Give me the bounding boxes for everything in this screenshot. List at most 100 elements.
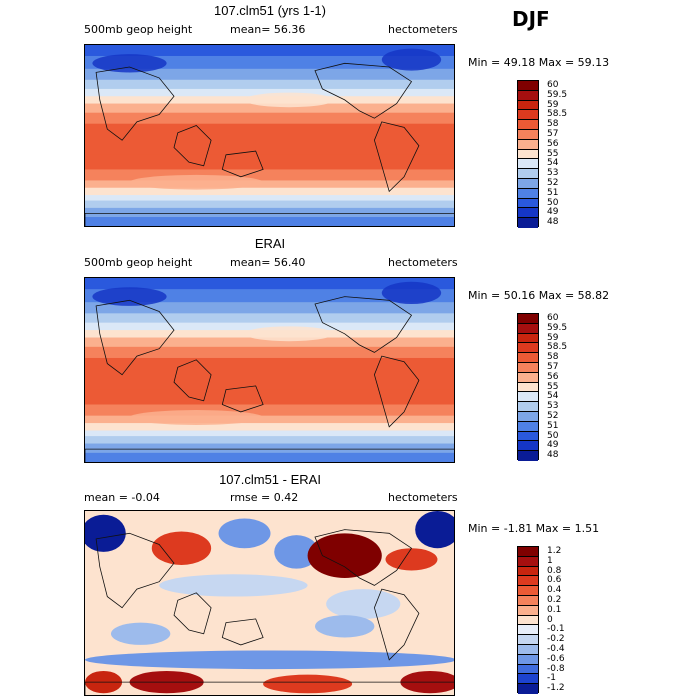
- colorbar-swatch: [518, 353, 538, 363]
- field-blob: [92, 54, 167, 73]
- coastline: [95, 532, 175, 609]
- field-band: [85, 79, 454, 90]
- field-anomaly: [326, 589, 401, 619]
- colorbar-tick-label: 55: [547, 148, 559, 159]
- field-band: [85, 187, 454, 197]
- colorbar-tick-label: 0.4: [547, 585, 562, 596]
- field-anomaly: [151, 531, 212, 565]
- coastline: [373, 121, 420, 193]
- colorbar-swatch: [518, 362, 538, 373]
- colorbar-swatch: [518, 314, 538, 324]
- field-band: [85, 55, 454, 70]
- colorbar-swatch: [518, 392, 538, 403]
- colorbar-tick-label: 59.5: [547, 89, 568, 100]
- field-band: [85, 322, 454, 332]
- panel-1-minmax: Min = 49.18 Max = 59.13: [468, 56, 610, 69]
- field-band: [85, 103, 454, 114]
- colorbar-swatch: [518, 421, 538, 432]
- colorbar-tick-label: 0.8: [547, 565, 562, 576]
- coastline: [221, 150, 264, 178]
- colorbar-tick-label: 49: [547, 207, 559, 218]
- panel-1-mean-label: mean= 56.36: [230, 23, 306, 36]
- colorbar-tick-label: 53: [547, 401, 559, 412]
- coastline: [314, 529, 413, 586]
- colorbar-tick-label: -0.1: [547, 624, 565, 635]
- field-band: [85, 180, 454, 189]
- colorbar-swatch: [518, 431, 538, 442]
- field-band: [85, 389, 454, 406]
- colorbar-tick-label: 59: [547, 332, 559, 343]
- colorbar-swatch: [518, 664, 538, 675]
- field-band: [85, 207, 454, 219]
- panel-3-title: 107.clm51 - ERAI: [219, 472, 321, 487]
- colorbar-swatch: [518, 576, 538, 587]
- colorbar-tick-label: 52: [547, 178, 559, 188]
- field-anomaly: [307, 533, 382, 578]
- field-anomaly: [85, 514, 126, 552]
- colorbar-tick-label: 0: [547, 614, 553, 625]
- field-band: [85, 112, 454, 125]
- colorbar-swatch: [518, 100, 538, 111]
- coastline: [85, 212, 454, 226]
- colorbar-swatch: [518, 595, 538, 606]
- colorbar-tick-label: 1: [547, 555, 553, 566]
- coastline: [173, 592, 212, 635]
- field-blob: [129, 410, 264, 425]
- panel-1-title: 107.clm51 (yrs 1-1): [214, 3, 326, 18]
- colorbar-swatch: [518, 566, 538, 577]
- coastline: [95, 66, 175, 141]
- field-band: [85, 217, 454, 226]
- coastline: [221, 385, 264, 413]
- colorbar-tick-label: 50: [547, 197, 559, 208]
- field-band: [85, 430, 454, 438]
- colorbar-tick-label: 0.6: [547, 575, 562, 586]
- field-band: [85, 200, 454, 209]
- panel-1-map: [84, 44, 455, 227]
- panel-3-minmax: Min = -1.81 Max = 1.51: [468, 522, 600, 535]
- field-anomaly: [159, 574, 308, 597]
- panel-2-units-label: hectometers: [388, 256, 458, 269]
- colorbar-tick-label: 50: [547, 430, 559, 441]
- colorbar-swatch: [518, 208, 538, 219]
- coastline: [85, 681, 454, 695]
- field-anomaly: [110, 622, 171, 645]
- colorbar-swatch: [518, 81, 538, 91]
- field-band: [85, 436, 454, 445]
- colorbar-swatch: [518, 674, 538, 685]
- panel-1-units-label: hectometers: [388, 23, 458, 36]
- colorbar-tick-label: -1.2: [547, 683, 565, 694]
- field-band: [85, 123, 454, 156]
- field-blob: [244, 92, 334, 108]
- colorbar-tick-label: 58.5: [547, 109, 568, 120]
- field-anomaly: [315, 615, 375, 638]
- colorbar-swatch: [518, 615, 538, 626]
- colorbar-swatch: [518, 382, 538, 393]
- field-band: [85, 278, 454, 291]
- panel-1-field: [85, 45, 454, 226]
- field-blob: [244, 326, 334, 342]
- colorbar-tick-label: 58: [547, 352, 559, 363]
- panel-2-colorbar: [517, 313, 539, 461]
- colorbar-swatch: [518, 139, 538, 150]
- field-blob: [381, 48, 442, 71]
- colorbar-swatch: [518, 188, 538, 199]
- colorbar-tick-label: 0.1: [547, 604, 562, 615]
- colorbar-swatch: [518, 198, 538, 209]
- field-band: [85, 45, 454, 57]
- field-band: [85, 357, 454, 391]
- colorbar-tick-label: 59.5: [547, 322, 568, 333]
- colorbar-tick-label: 53: [547, 168, 559, 179]
- coastline: [373, 588, 420, 661]
- colorbar-tick-label: 54: [547, 158, 559, 169]
- colorbar-tick-label: -0.2: [547, 634, 565, 645]
- colorbar-tick-label: 58.5: [547, 342, 568, 353]
- colorbar-swatch: [518, 451, 538, 461]
- panel-2-title: ERAI: [254, 236, 286, 251]
- colorbar-swatch: [518, 169, 538, 179]
- field-band: [85, 195, 454, 202]
- colorbar-swatch: [518, 90, 538, 101]
- field-band: [85, 443, 454, 454]
- colorbar-swatch: [518, 556, 538, 567]
- colorbar-swatch: [518, 441, 538, 452]
- panel-3-mean-label: mean = -0.04: [84, 491, 160, 504]
